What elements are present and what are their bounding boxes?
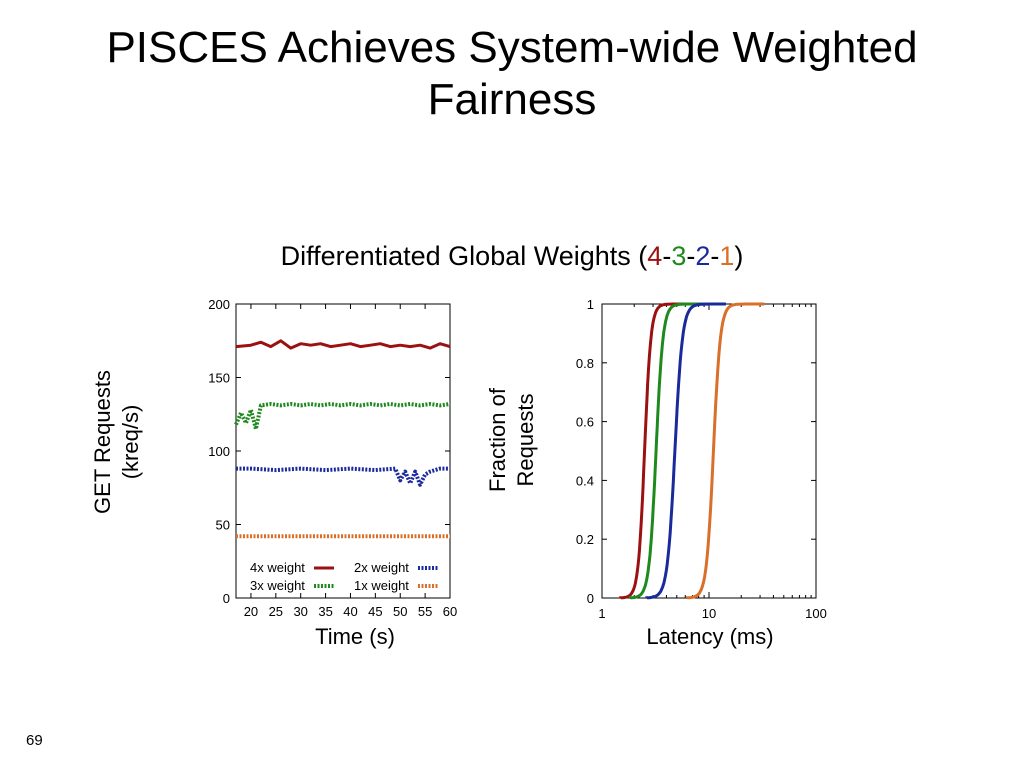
y-tick-label: 0.8: [576, 356, 594, 371]
x-tick-label: 20: [244, 604, 258, 619]
weight-2: 2: [695, 241, 711, 271]
right-x-axis-label: Latency (ms): [646, 624, 774, 649]
cdf-curve-3: [645, 302, 726, 600]
x-tick-label: 45: [368, 604, 382, 619]
dash-3: -: [710, 241, 720, 271]
right-y-axis-label-line-1: Fraction of: [485, 388, 510, 492]
cdf-curve-2: [628, 302, 708, 600]
cdf-curve-4: [685, 302, 765, 600]
right-y-axis-label-line-2: Requests: [513, 393, 538, 487]
x-tick-label: 1: [598, 606, 605, 621]
right-y-axis-label: Fraction of Requests: [484, 365, 540, 515]
y-tick-label: 150: [208, 371, 230, 386]
y-tick-label: 50: [216, 518, 230, 533]
x-tick-label: 55: [418, 604, 432, 619]
y-tick-label: 0.6: [576, 415, 594, 430]
x-tick-label: 40: [343, 604, 357, 619]
slide-title-line-1: PISCES Achieves System-wide Weighted: [106, 23, 918, 72]
y-tick-label: 0: [223, 591, 230, 606]
left-y-axis-label-line-1: GET Requests: [90, 370, 115, 514]
x-tick-label: 30: [293, 604, 307, 619]
legend-label: 2x weight: [354, 560, 409, 575]
series-line-3x-weight: [234, 402, 451, 431]
x-tick-label: 100: [805, 606, 827, 621]
y-tick-label: 0.4: [576, 473, 594, 488]
left-y-axis-label: GET Requests (kreq/s): [89, 357, 145, 527]
chart-subtitle: Differentiated Global Weights (4-3-2-1): [0, 238, 1024, 274]
plot-frame: [601, 303, 817, 599]
dash-1: -: [662, 241, 672, 271]
slide-title: PISCES Achieves System-wide Weighted Fai…: [40, 22, 984, 126]
y-tick-label: 0.2: [576, 532, 594, 547]
subtitle-prefix: Differentiated Global Weights (: [280, 241, 648, 271]
x-tick-label: 60: [443, 604, 457, 619]
legend-label: 3x weight: [250, 578, 305, 593]
throughput-chart: 0 50 100 150 200 20 25 30 35 40 45 50 55 60 4x weight 2…: [208, 297, 457, 619]
slide-title-line-2: Fairness: [427, 75, 597, 124]
weight-1: 1: [719, 241, 735, 271]
subtitle-suffix: ): [734, 241, 744, 271]
latency-cdf-chart: 0 0.2 0.4 0.6 0.8 1 1 10 100: [576, 297, 827, 621]
y-tick-label: 0: [587, 591, 594, 606]
left-y-axis-label-line-2: (kreq/s): [118, 404, 143, 480]
x-tick-label: 50: [393, 604, 407, 619]
page-number: 69: [26, 732, 43, 749]
weight-4: 4: [647, 241, 663, 271]
weight-3: 3: [671, 241, 687, 271]
cdf-curve-1: [619, 302, 696, 600]
y-tick-label: 200: [208, 297, 230, 312]
left-x-axis-label: Time (s): [315, 624, 395, 649]
legend-label: 1x weight: [354, 578, 409, 593]
y-tick-label: 1: [587, 297, 594, 312]
y-tick-label: 100: [208, 444, 230, 459]
x-tick-label: 10: [702, 606, 716, 621]
plot-frame: [235, 303, 451, 599]
x-tick-label: 35: [318, 604, 332, 619]
dash-2: -: [686, 241, 696, 271]
series-line-4x-weight: [235, 339, 451, 350]
legend-label: 4x weight: [250, 560, 305, 575]
series-line-2x-weight: [236, 466, 450, 487]
x-tick-label: 25: [269, 604, 283, 619]
